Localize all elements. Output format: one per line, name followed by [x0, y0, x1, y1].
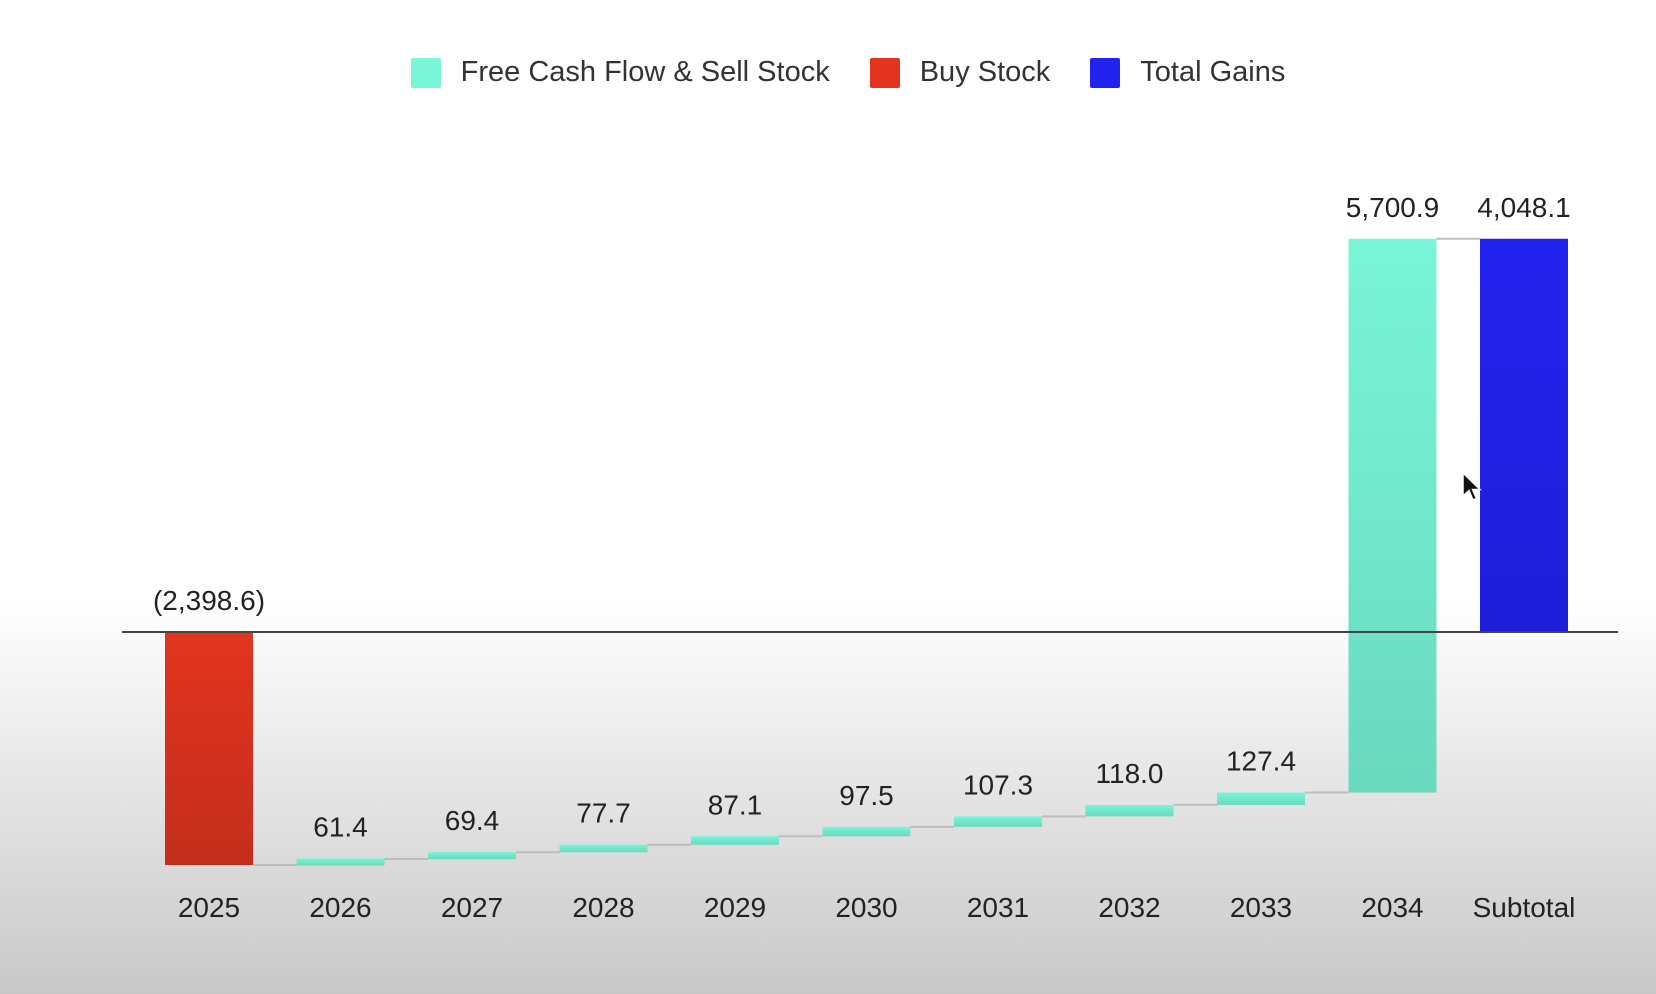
- x-tick-2028: 2028: [572, 892, 634, 923]
- x-tick-2027: 2027: [441, 892, 503, 923]
- bar-2029: [691, 836, 779, 845]
- x-tick-subtotal: Subtotal: [1473, 892, 1576, 923]
- legend-swatch-buy-stock: [869, 57, 900, 88]
- data-label-2025: (2,398.6): [153, 585, 265, 616]
- x-tick-2031: 2031: [967, 892, 1029, 923]
- data-label-2027: 69.4: [445, 805, 500, 836]
- bar-subtotal: [1480, 238, 1568, 632]
- data-label-subtotal: 4,048.1: [1477, 192, 1570, 223]
- x-tick-2025: 2025: [178, 892, 240, 923]
- x-tick-2030: 2030: [835, 892, 897, 923]
- x-tick-2029: 2029: [704, 892, 766, 923]
- bar-2032: [1085, 804, 1174, 817]
- mouse-cursor-icon: [1462, 472, 1482, 501]
- legend-label-free-cash-flow: Free Cash Flow & Sell Stock: [460, 56, 830, 88]
- x-tick-2033: 2033: [1230, 892, 1292, 923]
- x-tick-2026: 2026: [309, 892, 371, 923]
- chart-legend: Free Cash Flow & Sell Stock Buy Stock To…: [0, 56, 1656, 89]
- data-label-2030: 97.5: [839, 780, 894, 811]
- data-label-2033: 127.4: [1226, 746, 1296, 777]
- data-label-2026: 61.4: [313, 812, 368, 843]
- x-tick-2034: 2034: [1361, 892, 1423, 923]
- bar-2026: [296, 858, 385, 866]
- bar-2030: [822, 826, 911, 837]
- data-label-2028: 77.7: [576, 798, 631, 829]
- legend-label-total-gains: Total Gains: [1140, 56, 1286, 88]
- bar-2033: [1217, 792, 1305, 805]
- legend-swatch-total-gains: [1090, 57, 1121, 88]
- bar-2031: [954, 816, 1042, 827]
- bar-2025: [165, 632, 253, 865]
- data-label-2034: 5,700.9: [1346, 192, 1439, 223]
- data-labels-group: (2,398.6) 61.4 69.4 77.7 87.1 97.5 107.3 118.0 1…: [153, 192, 1571, 843]
- bar-2034: [1348, 238, 1437, 793]
- legend-item-total-gains: Total Gains: [1090, 56, 1285, 89]
- data-label-2031: 107.3: [963, 769, 1033, 800]
- legend-item-free-cash-flow: Free Cash Flow & Sell Stock: [410, 56, 830, 89]
- bars-group: [165, 238, 1568, 866]
- data-label-2029: 87.1: [708, 789, 763, 820]
- bar-2028: [559, 844, 648, 853]
- x-tick-2032: 2032: [1098, 892, 1160, 923]
- data-label-2032: 118.0: [1096, 758, 1164, 789]
- bar-2027: [428, 852, 516, 860]
- legend-item-buy-stock: Buy Stock: [869, 56, 1051, 89]
- connector-lines: [253, 237, 1480, 866]
- x-tick-labels-group: 2025 2026 2027 2028 2029 2030 2031 2032 2033 2034…: [178, 892, 1576, 923]
- legend-label-buy-stock: Buy Stock: [919, 56, 1051, 88]
- legend-swatch-free-cash-flow: [410, 57, 441, 88]
